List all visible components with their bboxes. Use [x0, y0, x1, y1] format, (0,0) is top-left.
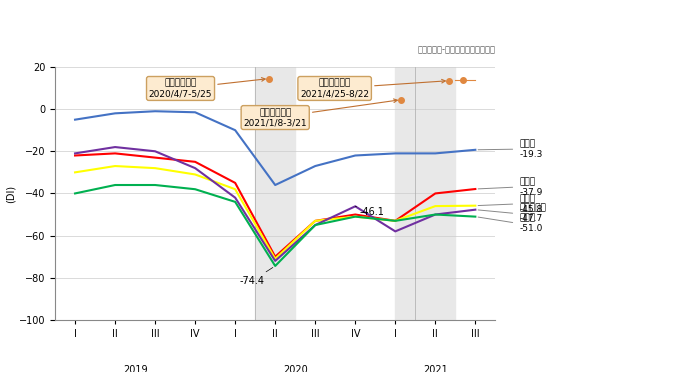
Text: 製造業
-37.9: 製造業 -37.9	[519, 177, 543, 197]
Text: 建設業
-19.3: 建設業 -19.3	[519, 140, 543, 159]
Text: 2019: 2019	[122, 365, 147, 372]
Text: 緊急事態宣言
2021/1/8-3/21: 緊急事態宣言 2021/1/8-3/21	[244, 99, 397, 127]
Text: 小売業
-51.0: 小売業 -51.0	[519, 213, 543, 232]
Text: （「良い」-「悪い」今期の水準）: （「良い」-「悪い」今期の水準）	[418, 45, 495, 54]
Text: -74.4: -74.4	[239, 267, 273, 286]
Text: 緊急事態宣言
2020/4/7-5/25: 緊急事態宣言 2020/4/7-5/25	[149, 78, 265, 98]
Text: 2020: 2020	[283, 365, 308, 372]
Text: 2021: 2021	[423, 365, 448, 372]
Text: 卸売業
-45.8: 卸売業 -45.8	[519, 194, 543, 214]
Text: 緊急事態宣言
2021/4/25-8/22: 緊急事態宣言 2021/4/25-8/22	[300, 79, 445, 98]
Bar	[255, 67, 295, 320]
Text: サービス業
-47.7: サービス業 -47.7	[519, 204, 546, 223]
Bar	[396, 67, 455, 320]
Text: -46.1: -46.1	[355, 206, 384, 217]
Y-axis label: (DI): (DI)	[6, 185, 16, 202]
